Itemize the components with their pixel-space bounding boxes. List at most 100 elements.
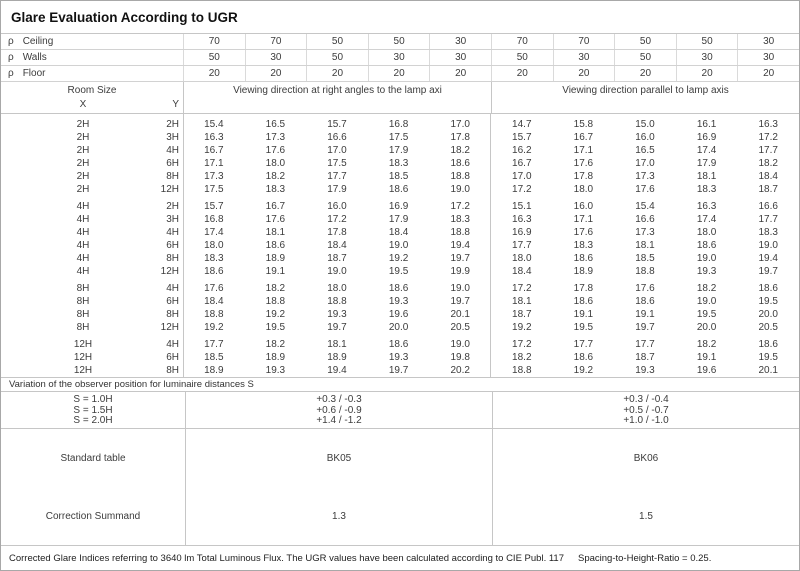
room-size-y: 6H [166, 296, 179, 307]
ugr-value: 19.0 [696, 296, 717, 307]
room-size-y: 4H [166, 145, 179, 156]
ugr-value: 18.4 [388, 227, 409, 238]
ugr-value: 16.5 [265, 119, 286, 130]
ugr-value: 17.6 [573, 227, 594, 238]
reflectance-value: 30 [429, 50, 491, 65]
ugr-value: 19.0 [388, 240, 409, 251]
s-correction-value: +0.5 / -0.7 [623, 404, 669, 416]
room-size-x: 4H [76, 266, 90, 277]
ugr-value: 17.7 [327, 171, 347, 182]
ugr-value: 17.0 [327, 145, 347, 156]
ugr-table-row: 8H 12H 19.2 19.5 19.7 20.0 20.5 19.2 19.5 19.7 20.… [1, 321, 799, 334]
ugr-value: 18.8 [450, 227, 470, 238]
reflectance-value: 50 [306, 50, 368, 65]
ugr-value: 18.6 [265, 240, 286, 251]
ugr-value: 19.7 [388, 365, 409, 376]
ugr-value: 18.9 [327, 352, 347, 363]
ugr-value: 18.3 [388, 158, 409, 169]
reflectance-value: 70 [552, 34, 615, 49]
ugr-value: 16.7 [265, 201, 286, 212]
ugr-value: 17.7 [758, 214, 778, 225]
room-size-x: 2H [76, 145, 90, 156]
ugr-value: 19.3 [388, 296, 409, 307]
room-size-x: 12H [73, 339, 93, 350]
reflectance-value: 50 [614, 50, 676, 65]
reflectance-value: 50 [490, 50, 553, 65]
ugr-value: 15.4 [635, 201, 655, 212]
ugr-value: 16.1 [696, 119, 717, 130]
standard-table-label: Standard table [60, 452, 126, 464]
ugr-table-row: 8H 6H 18.4 18.8 18.8 19.3 19.7 18.1 18.6 18.6 19.0… [1, 295, 799, 308]
ugr-value: 18.2 [758, 158, 778, 169]
ugr-value: 18.2 [696, 339, 717, 350]
ugr-value: 18.1 [696, 171, 717, 182]
room-size-x: 8H [76, 296, 90, 307]
ugr-value: 18.3 [265, 184, 286, 195]
ugr-value: 19.5 [573, 322, 594, 333]
ugr-table-row: 4H 8H 18.3 18.9 18.7 19.2 19.7 18.0 18.6 18.5 19.0… [1, 252, 799, 265]
ugr-table-row: 8H 4H 17.6 18.2 18.0 18.6 19.0 17.2 17.8 17.6 18.2… [1, 282, 799, 295]
ugr-value: 17.0 [450, 119, 470, 130]
ugr-value: 19.0 [450, 339, 470, 350]
standard-table-left-value: BK05 [185, 429, 492, 487]
room-size-y: 2H [166, 119, 179, 130]
ugr-value: 18.0 [573, 184, 594, 195]
ugr-table-row: 2H 2H 15.4 16.5 15.7 16.8 17.0 14.7 15.8 15.0 16.1… [1, 118, 799, 131]
ugr-value: 18.3 [450, 214, 470, 225]
room-size-x: 4H [76, 240, 90, 251]
reflectance-value: 50 [183, 50, 245, 65]
ugr-value: 18.6 [388, 283, 409, 294]
ugr-value: 18.1 [265, 227, 286, 238]
variation-note: Variation of the observer position for l… [1, 378, 799, 392]
ugr-table-row: 4H 4H 17.4 18.1 17.8 18.4 18.8 16.9 17.6 17.3 18.0… [1, 226, 799, 239]
s-correction-value: +0.3 / -0.4 [623, 394, 669, 405]
room-size-y: 2H [166, 201, 179, 212]
ugr-value: 19.5 [388, 266, 409, 277]
room-size-y: 6H [166, 158, 179, 169]
ugr-value: 19.5 [758, 296, 778, 307]
reflectance-value: 70 [244, 34, 307, 49]
ugr-value: 20.0 [758, 309, 778, 320]
reflectance-value: 50 [306, 34, 368, 49]
rho-symbol: ρ [8, 52, 14, 63]
ugr-value: 18.8 [450, 171, 470, 182]
ugr-value: 16.0 [327, 201, 347, 212]
ugr-value: 18.7 [512, 309, 532, 320]
ugr-value: 19.3 [635, 365, 655, 376]
room-size-cell: 12H 8H [1, 364, 183, 377]
reflectance-surface: Floor [22, 68, 46, 79]
ugr-value: 17.6 [635, 283, 655, 294]
room-size-cell: 4H 6H [1, 239, 183, 252]
ugr-value: 18.6 [573, 296, 594, 307]
room-size-cell: 12H 4H [1, 338, 183, 351]
ugr-row-blocks: 2H 2H 15.4 16.5 15.7 16.8 17.0 14.7 15.8 15.0 16.1… [1, 118, 799, 377]
room-size-cell: 2H 2H [1, 118, 183, 131]
s-distance-label: S = 2.0H [73, 415, 113, 426]
ugr-value: 18.1 [512, 296, 532, 307]
ugr-value: 17.7 [512, 240, 532, 251]
ugr-value: 19.3 [265, 365, 286, 376]
ugr-value: 18.6 [388, 184, 409, 195]
ugr-table-row: 2H 4H 16.7 17.6 17.0 17.9 18.2 16.2 17.1 16.5 17.4… [1, 144, 799, 157]
ugr-value: 19.4 [450, 240, 470, 251]
ugr-table-row: 4H 6H 18.0 18.6 18.4 19.0 19.4 17.7 18.3 18.1 18.6… [1, 239, 799, 252]
room-size-cell: 4H 12H [1, 265, 183, 278]
correction-summand-left-value: 1.3 [185, 487, 492, 545]
ugr-value: 19.2 [265, 309, 286, 320]
ugr-value: 18.9 [204, 365, 224, 376]
column-divider [490, 114, 491, 377]
ugr-value: 18.3 [696, 184, 717, 195]
s-correction-value: +1.4 / -1.2 [316, 415, 362, 426]
ugr-value: 18.7 [635, 352, 655, 363]
room-size-header: Room Size X Y [1, 82, 183, 113]
ugr-value: 18.3 [573, 240, 594, 251]
ugr-value: 17.8 [573, 283, 594, 294]
ugr-value: 19.2 [573, 365, 594, 376]
ugr-value: 18.0 [327, 283, 347, 294]
ugr-value: 18.3 [758, 227, 778, 238]
ugr-value-table: 2H 2H 15.4 16.5 15.7 16.8 17.0 14.7 15.8 15.0 16.1… [1, 114, 799, 378]
ugr-value: 15.7 [512, 132, 532, 143]
ugr-value: 17.4 [696, 145, 717, 156]
title-bar: Glare Evaluation According to UGR [1, 1, 799, 34]
ugr-value: 18.9 [265, 253, 286, 264]
